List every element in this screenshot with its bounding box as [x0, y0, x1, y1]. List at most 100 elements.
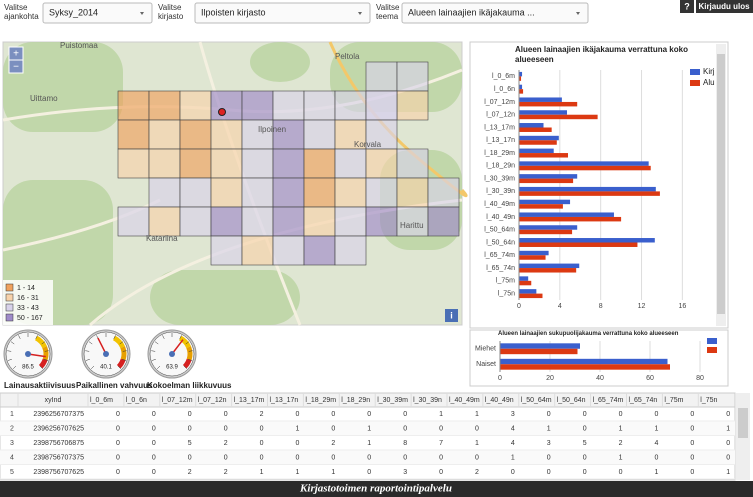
table-cell: 1	[511, 454, 515, 461]
y-tick-label: l_13_17m	[484, 124, 515, 131]
table-cell: 0	[690, 454, 694, 461]
gauge-hub	[169, 351, 175, 357]
table-cell: 1	[654, 469, 658, 476]
column-header: l_30_39n	[413, 397, 442, 404]
table-cell: 0	[367, 411, 371, 418]
gauge-tick	[39, 365, 44, 370]
map-cell	[148, 206, 181, 237]
bar	[519, 123, 544, 128]
table-cell: 0	[331, 411, 335, 418]
map-cell	[427, 177, 460, 208]
table-cell: 0	[188, 425, 192, 432]
gauge-tick	[185, 341, 190, 345]
gauge-tick	[88, 341, 93, 345]
column-header: l_40_49n	[485, 397, 514, 404]
table-cell: 0	[295, 411, 299, 418]
table-cell: 0	[331, 425, 335, 432]
selector-label: Valitse teema	[376, 3, 400, 21]
map-cell	[272, 206, 305, 237]
x-tick-label: 16	[678, 303, 686, 310]
table-cell: 1	[475, 440, 479, 447]
y-tick-label: l_40_49n	[486, 214, 515, 221]
map-cell	[365, 177, 398, 208]
help-button[interactable]	[680, 0, 694, 13]
table-cell: 0	[188, 411, 192, 418]
column-header: l_13_17m	[234, 397, 265, 404]
logout-button[interactable]	[696, 0, 753, 13]
gauge-tick	[18, 335, 21, 339]
gauge-value: 63.9	[166, 365, 178, 371]
table-cell: 0	[152, 440, 156, 447]
gauge-tick	[44, 350, 49, 352]
table-cell: 0	[260, 454, 264, 461]
table-cell: 1	[295, 469, 299, 476]
dropdown[interactable]	[194, 2, 371, 24]
legend-label: Alu	[703, 78, 715, 87]
bar	[519, 174, 578, 179]
y-tick-label: l_75n	[498, 290, 515, 297]
bar	[519, 293, 543, 299]
legend-swatch	[5, 313, 14, 322]
table-scrollbar-thumb[interactable]	[738, 408, 748, 438]
map-cell	[117, 148, 150, 179]
chart-title-box: Alueen lainaajien sukupuolijakauma verra…	[498, 331, 678, 337]
map-cell	[241, 119, 274, 150]
footer	[0, 481, 753, 497]
bar	[519, 76, 522, 81]
legend-swatch	[707, 338, 717, 344]
column-header: l_13_17n	[270, 397, 299, 404]
bar	[519, 229, 573, 235]
table-row	[0, 421, 735, 436]
bar	[519, 135, 559, 141]
map-place-label: Korvala	[354, 140, 382, 149]
bar	[519, 140, 557, 145]
table-cell: 0	[295, 454, 299, 461]
table-cell: 5	[583, 440, 587, 447]
table-cell: 0	[439, 454, 443, 461]
y-tick-label: l_75m	[496, 278, 515, 285]
scrollbar-thumb[interactable]	[717, 54, 725, 314]
gauge-tick	[122, 350, 127, 352]
y-tick-label: l_40_49m	[484, 201, 515, 208]
table-cell: 3	[547, 440, 551, 447]
zoom-out-button[interactable]	[8, 59, 24, 74]
row-index: 3	[10, 440, 14, 447]
x-tick-label: 20	[546, 375, 554, 382]
bar	[519, 276, 529, 281]
map-cell	[303, 177, 336, 208]
dropdown[interactable]	[401, 2, 589, 24]
table-cell: 0	[152, 411, 156, 418]
map-cell	[148, 119, 181, 150]
y-tick-label: l_18_29n	[486, 163, 515, 170]
map-cell	[272, 119, 305, 150]
gauge-hub	[25, 351, 31, 357]
gauge-tick	[7, 359, 12, 361]
map-cell	[272, 177, 305, 208]
table-cell: 2398756706875	[33, 440, 84, 447]
legend-swatch	[5, 283, 14, 292]
map-cell	[303, 235, 336, 266]
gauge-tick	[85, 359, 90, 361]
map-cell	[117, 119, 150, 150]
gauge-label: Kokoelman liikkuvuus	[147, 381, 232, 390]
bar	[519, 165, 651, 171]
table-cell: 0	[690, 469, 694, 476]
table-cell: 1	[654, 425, 658, 432]
map-cell	[427, 206, 460, 237]
table-cell: 2	[224, 469, 228, 476]
table-cell: 0	[583, 469, 587, 476]
info-button[interactable]	[445, 309, 458, 322]
gauge-tick	[35, 335, 38, 339]
bar	[519, 71, 523, 77]
dropdown[interactable]	[42, 2, 153, 24]
table-cell: 0	[690, 411, 694, 418]
column-header: l_75m	[664, 397, 683, 404]
table-cell: 0	[116, 454, 120, 461]
y-tick-label: l_50_64n	[486, 239, 515, 246]
map-cell	[303, 206, 336, 237]
bar	[519, 199, 571, 205]
table-cell: 0	[403, 454, 407, 461]
table-cell: 0	[511, 469, 515, 476]
map-cell	[179, 148, 212, 179]
gauge-tick	[151, 359, 156, 361]
